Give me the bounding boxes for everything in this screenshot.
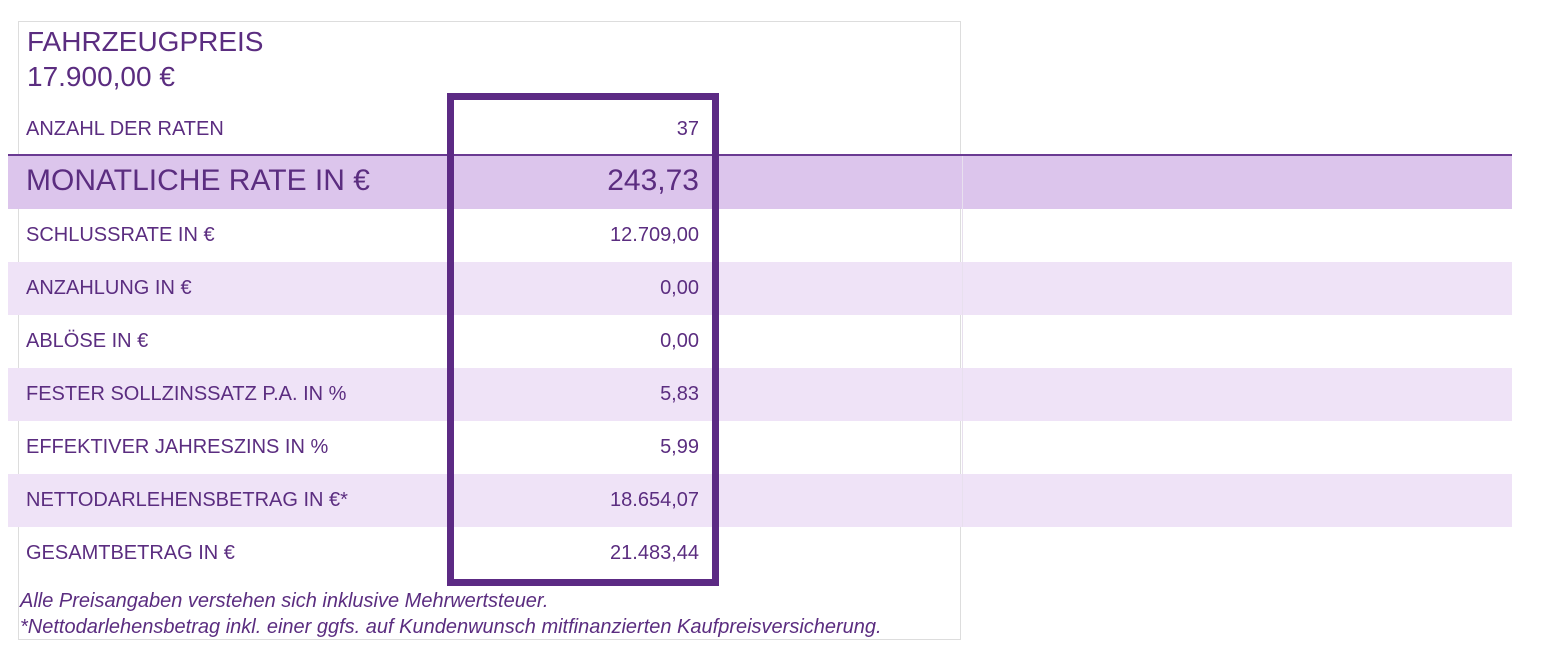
row-value: 0,00 [660,277,699,299]
table-frame [18,21,961,640]
title: FAHRZEUGPREIS [27,26,264,57]
row-value: 5,83 [660,383,699,405]
table-row: MONATLICHE RATE IN € 243,73 [8,154,1512,209]
row-label: GESAMTBETRAG IN € [26,542,235,564]
row-label: MONATLICHE RATE IN € [26,164,370,197]
row-value: 37 [676,118,699,140]
highlight-box [447,93,719,586]
divider [962,156,963,527]
table-row: NETTODARLEHENSBETRAG IN €* 18.654,07 [8,474,1512,527]
footnote: *Nettodarlehensbetrag inkl. einer ggfs. … [20,616,882,638]
row-value: 243,73 [607,164,699,197]
row-label: ANZAHLUNG IN € [26,277,192,299]
table-row: GESAMTBETRAG IN € 21.483,44 [8,527,1512,580]
row-label: ANZAHL DER RATEN [26,118,224,140]
row-label: SCHLUSSRATE IN € [26,224,215,246]
table-row: FESTER SOLLZINSSATZ P.A. IN % 5,83 [8,368,1512,421]
row-value: 5,99 [660,436,699,458]
table-row: EFFEKTIVER JAHRESZINS IN % 5,99 [8,421,1512,474]
row-label: FESTER SOLLZINSSATZ P.A. IN % [26,383,347,405]
footnote: Alle Preisangaben verstehen sich inklusi… [20,590,549,612]
row-value: 0,00 [660,330,699,352]
table-row: SCHLUSSRATE IN € 12.709,00 [8,209,1512,262]
row-value: 18.654,07 [610,489,699,511]
row-value: 21.483,44 [610,542,699,564]
row-value: 12.709,00 [610,224,699,246]
price: 17.900,00 € [27,61,175,92]
table-row: ANZAHL DER RATEN 37 [8,103,1512,156]
table-row: ABLÖSE IN € 0,00 [8,315,1512,368]
row-label: NETTODARLEHENSBETRAG IN €* [26,489,348,511]
table-row: ANZAHLUNG IN € 0,00 [8,262,1512,315]
row-label: ABLÖSE IN € [26,330,149,352]
row-label: EFFEKTIVER JAHRESZINS IN % [26,436,329,458]
